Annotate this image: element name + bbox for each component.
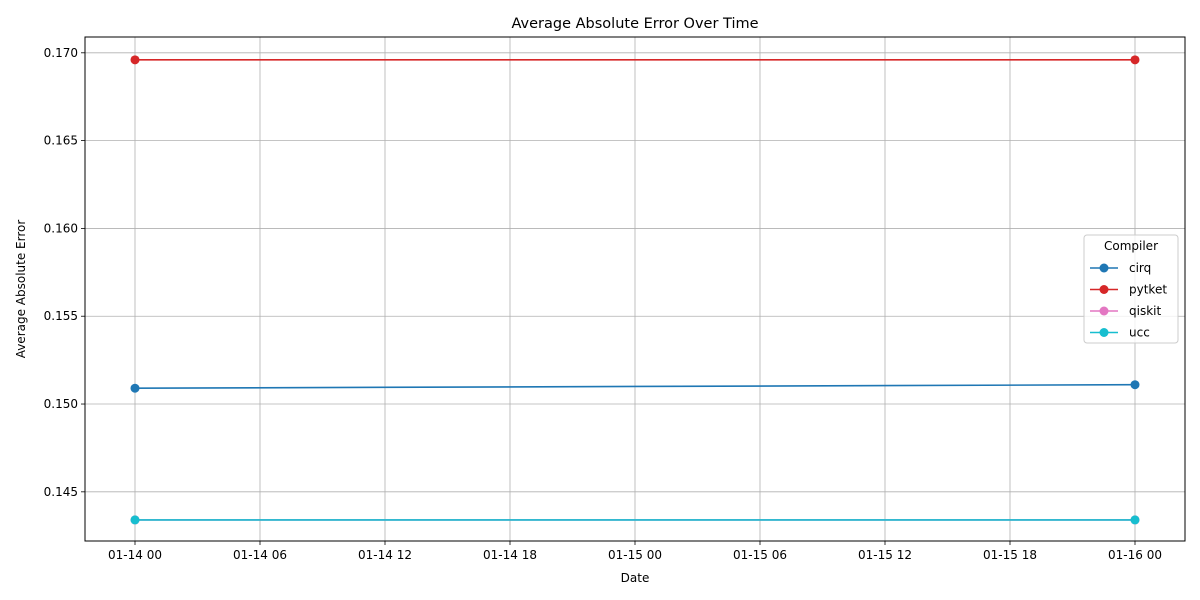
series-ucc <box>130 515 1140 525</box>
legend: Compiler cirq pytket qiskit ucc <box>1083 234 1179 344</box>
legend-title: Compiler <box>1104 239 1158 253</box>
data-point-pytket <box>130 55 140 65</box>
series-pytket <box>130 55 1140 65</box>
legend-marker-pytket <box>1099 285 1109 294</box>
y-tick-label: 0.145 <box>44 485 78 499</box>
legend-marker-cirq <box>1099 263 1109 273</box>
y-tick-label: 0.170 <box>44 46 78 60</box>
plot-area: 01-14 00 01-14 06 01-14 12 01-14 18 01-15 00… <box>44 36 1186 562</box>
legend-item-pytket: pytket <box>1090 283 1167 297</box>
data-point-pytket <box>1130 55 1140 65</box>
y-axis-label: Average Absolute Error <box>14 220 28 359</box>
x-tick-label: 01-16 00 <box>1108 548 1162 562</box>
legend-items: cirq pytket qiskit ucc <box>1090 261 1167 340</box>
x-tick-label: 01-15 12 <box>858 548 912 562</box>
data-point-cirq <box>1130 380 1140 390</box>
data-point-cirq <box>130 383 140 393</box>
grid-lines <box>85 37 1185 541</box>
x-tick-label: 01-14 12 <box>358 548 412 562</box>
y-tick-label: 0.155 <box>44 309 78 323</box>
x-axis-ticks: 01-14 00 01-14 06 01-14 12 01-14 18 01-15 00… <box>108 541 1162 562</box>
x-tick-label: 01-15 00 <box>608 548 662 562</box>
x-tick-label: 01-14 06 <box>233 548 287 562</box>
legend-label-qiskit: qiskit <box>1129 304 1161 318</box>
legend-label-ucc: ucc <box>1129 326 1150 340</box>
y-tick-label: 0.160 <box>44 221 78 235</box>
legend-item-cirq: cirq <box>1090 261 1151 275</box>
legend-marker-ucc <box>1099 328 1109 337</box>
legend-item-ucc: ucc <box>1090 326 1150 340</box>
x-tick-label: 01-15 06 <box>733 548 787 562</box>
series-cirq <box>130 380 1140 393</box>
x-axis-label: Date <box>621 571 650 585</box>
legend-marker-qiskit <box>1099 306 1109 316</box>
chart-title: Average Absolute Error Over Time <box>511 16 758 32</box>
x-tick-label: 01-15 18 <box>983 548 1037 562</box>
data-point-ucc <box>1130 515 1140 525</box>
legend-item-qiskit: qiskit <box>1090 304 1161 318</box>
y-axis-ticks: 0.145 0.150 0.155 0.160 0.165 0.170 <box>44 46 85 499</box>
series-line-cirq <box>134 383 1136 390</box>
y-tick-label: 0.165 <box>44 134 78 148</box>
legend-label-pytket: pytket <box>1129 283 1167 297</box>
legend-box <box>1083 234 1179 344</box>
legend-label-cirq: cirq <box>1129 261 1151 275</box>
series-lines <box>130 55 1140 525</box>
x-tick-label: 01-14 18 <box>483 548 537 562</box>
x-tick-label: 01-14 00 <box>108 548 162 562</box>
y-tick-label: 0.150 <box>44 397 78 411</box>
data-point-ucc <box>130 515 140 525</box>
